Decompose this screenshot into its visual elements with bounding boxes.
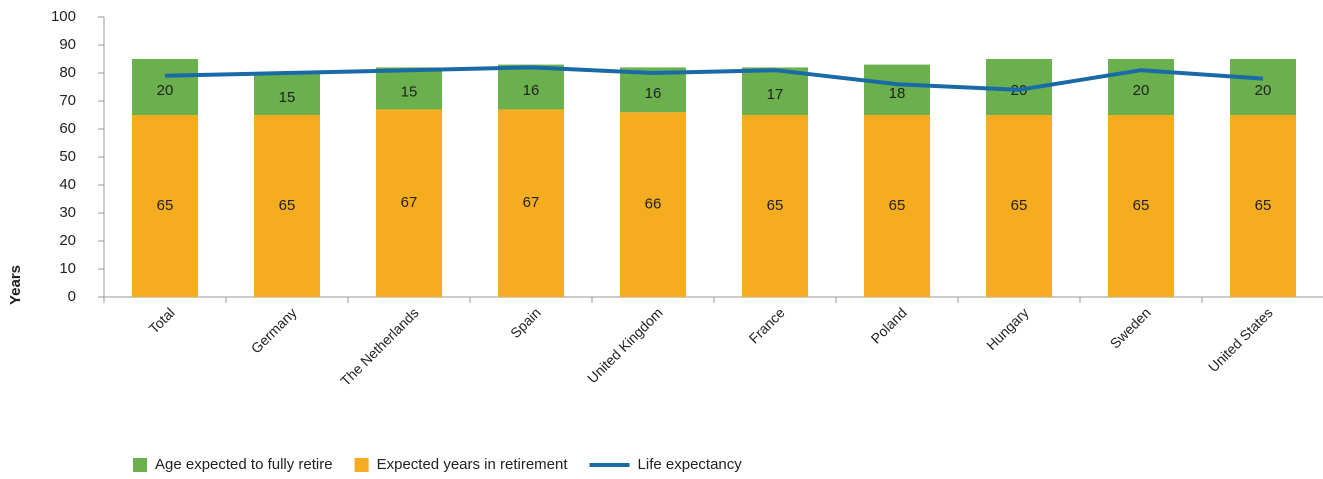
data-label: 15 [279,89,296,106]
bar-segment [376,67,442,110]
data-label: 16 [645,85,662,102]
y-tick-label: 70 [59,92,76,109]
legend-swatch [133,458,147,472]
y-tick-label: 80 [59,64,76,81]
legend-label: Expected years in retirement [377,456,569,473]
bar-segment [498,64,564,110]
data-label: 67 [401,194,418,211]
y-tick-label: 20 [59,232,76,249]
y-tick-label: 90 [59,36,76,53]
y-tick-label: 10 [59,260,76,277]
legend-label: Life expectancy [638,456,743,473]
data-label: 65 [1133,197,1150,214]
x-tick-label: United Kingdom [584,304,666,386]
bar-segment [620,112,686,297]
data-label: 20 [157,82,174,99]
x-tick-label: The Netherlands [337,304,422,389]
bar-segment [498,109,564,298]
y-tick-label: 60 [59,120,76,137]
bar-segment [376,109,442,298]
bar-segment [1230,115,1296,297]
y-tick-label: 0 [68,288,76,305]
bar-segment [864,64,930,115]
data-label: 17 [767,86,784,103]
y-axis-label: Years [7,265,24,305]
x-tick-label: Total [146,304,178,336]
data-label: 15 [401,83,418,100]
data-label: 67 [523,194,540,211]
y-tick-label: 100 [51,8,76,25]
bar-segment [254,115,320,297]
data-label: 20 [1255,82,1272,99]
bar-segment [132,115,198,297]
legend-swatch [354,458,369,472]
data-label: 18 [889,85,906,102]
bar-segment [1230,59,1296,115]
x-tick-label: Hungary [983,304,1032,353]
data-label: 65 [1255,197,1272,214]
x-tick-label: Sweden [1107,304,1154,351]
data-label: 65 [279,197,296,214]
data-label: 16 [523,82,540,99]
data-label: 65 [1011,197,1028,214]
data-label: 20 [1133,82,1150,99]
data-label: 65 [157,197,174,214]
data-label: 65 [889,197,906,214]
line [164,65,1264,92]
data-label: 65 [767,197,784,214]
bar-segment [986,115,1052,297]
x-tick-label: Spain [507,304,544,341]
x-tick-label: France [746,304,788,346]
y-tick-label: 40 [59,176,76,193]
y-tick-label: 30 [59,204,76,221]
data-label: 66 [645,196,662,213]
x-tick-label: Poland [868,304,910,346]
bar-segment [742,115,808,297]
bar-segment [1108,115,1174,297]
legend-label: Age expected to fully retire [155,456,333,473]
y-tick-label: 50 [59,148,76,165]
bar-segment [254,73,320,115]
x-tick-label: Germany [248,304,300,356]
bar-segment [132,59,198,115]
bar-segment [864,115,930,297]
x-tick-label: United States [1205,304,1276,375]
bar-segment [742,67,808,115]
